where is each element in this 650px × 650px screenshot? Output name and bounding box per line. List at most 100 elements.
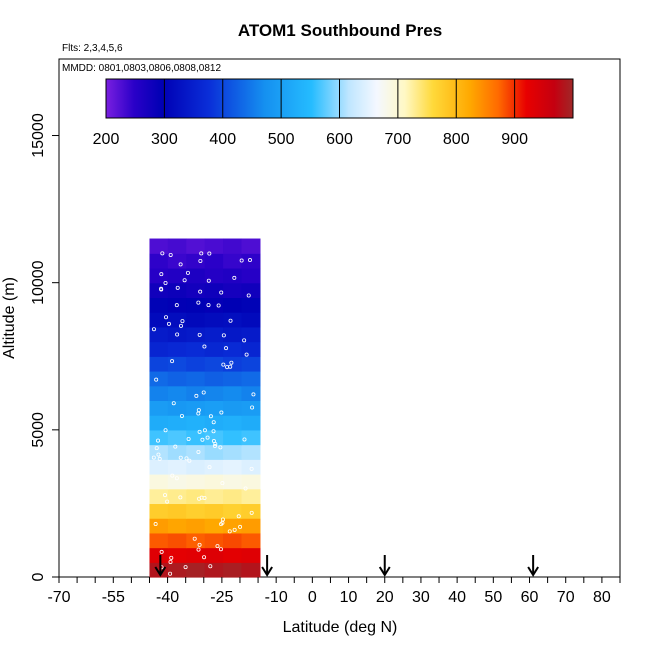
arrow-marker bbox=[261, 555, 273, 577]
y-axis: 0 5000 10000 15000 bbox=[30, 113, 59, 581]
colorbar-tick-label: 500 bbox=[268, 131, 295, 148]
heatmap-cell bbox=[241, 444, 261, 460]
heatmap-cell bbox=[186, 473, 206, 490]
heatmap-cell bbox=[223, 312, 243, 328]
heatmap-cell bbox=[204, 415, 224, 431]
sample-point bbox=[239, 258, 244, 263]
heatmap-cell bbox=[204, 238, 224, 254]
heatmap-cell bbox=[186, 400, 206, 416]
sample-point bbox=[197, 429, 202, 434]
sample-point bbox=[163, 281, 168, 286]
heatmap-cell bbox=[241, 429, 261, 446]
heatmap-cell bbox=[149, 282, 169, 298]
colorbar-tick-label: 200 bbox=[93, 131, 120, 148]
sample-point bbox=[163, 428, 168, 433]
sample-point bbox=[243, 486, 248, 491]
heatmap-cell bbox=[241, 341, 261, 357]
heatmap-cell bbox=[149, 370, 169, 387]
heatmap-cell bbox=[167, 444, 187, 460]
heatmap-cell bbox=[223, 473, 243, 490]
heatmap-cell bbox=[204, 532, 224, 549]
heatmap-cell bbox=[223, 253, 243, 269]
heatmap-cell bbox=[149, 429, 169, 446]
sample-point bbox=[199, 495, 204, 500]
sample-point bbox=[228, 318, 233, 323]
heatmap-cell bbox=[149, 341, 169, 357]
arrow-markers-layer bbox=[154, 555, 539, 577]
sample-point bbox=[192, 536, 197, 541]
x-tick-label: -55 bbox=[102, 589, 125, 606]
sample-point bbox=[199, 251, 204, 256]
heatmap-cell bbox=[167, 562, 187, 578]
sample-point bbox=[174, 476, 179, 481]
sample-point bbox=[221, 362, 226, 367]
heatmap-cell bbox=[241, 326, 261, 343]
heatmap-cell bbox=[186, 444, 206, 460]
heatmap-cell bbox=[167, 297, 187, 313]
sample-point bbox=[211, 420, 216, 425]
plot-frame bbox=[58, 58, 621, 578]
x-tick-label: 10 bbox=[340, 589, 358, 606]
heatmap-cell bbox=[223, 444, 243, 460]
heatmap-layer bbox=[149, 238, 261, 578]
sample-point bbox=[182, 278, 187, 283]
sample-point bbox=[168, 571, 173, 576]
heatmap-cell bbox=[223, 547, 243, 563]
heatmap-cell bbox=[186, 312, 206, 328]
x-tick-label: -70 bbox=[47, 589, 70, 606]
x-tick-label: 60 bbox=[521, 589, 539, 606]
sample-point bbox=[219, 410, 224, 415]
heatmap-cell bbox=[167, 473, 187, 490]
sample-point bbox=[212, 444, 217, 449]
sample-point bbox=[207, 251, 212, 256]
sample-point bbox=[219, 290, 224, 295]
heatmap-cell bbox=[241, 473, 261, 490]
sample-point bbox=[242, 437, 247, 442]
heatmap-cell bbox=[186, 518, 206, 534]
sample-point bbox=[159, 272, 164, 277]
heatmap-cell bbox=[204, 473, 224, 490]
flights-label: Flts: 2,3,4,5,6 bbox=[62, 43, 123, 54]
sample-point bbox=[170, 473, 175, 478]
heatmap-cell bbox=[223, 326, 243, 343]
heatmap-cell bbox=[149, 356, 169, 372]
heatmap-cell bbox=[186, 459, 206, 475]
x-tick-label: 50 bbox=[484, 589, 502, 606]
heatmap-cell bbox=[149, 267, 169, 284]
heatmap-cell bbox=[223, 488, 243, 505]
sample-point bbox=[169, 555, 174, 560]
sample-point bbox=[179, 413, 184, 418]
heatmap-cell bbox=[186, 370, 206, 387]
sample-point bbox=[218, 547, 223, 552]
sample-point bbox=[156, 438, 161, 443]
heatmap-cell bbox=[167, 341, 187, 357]
sample-point bbox=[196, 547, 201, 552]
sample-point bbox=[213, 441, 218, 446]
heatmap-cell bbox=[223, 370, 243, 387]
colorbar-tick-label: 300 bbox=[151, 131, 178, 148]
heatmap-cell bbox=[241, 297, 261, 313]
heatmap-cell bbox=[223, 297, 243, 313]
heatmap-cell bbox=[241, 547, 261, 563]
sample-point bbox=[216, 303, 221, 308]
sample-point bbox=[165, 499, 170, 504]
sample-point bbox=[178, 455, 183, 460]
sample-point bbox=[196, 300, 201, 305]
sample-point bbox=[170, 359, 175, 364]
x-tick-label: -25 bbox=[210, 589, 233, 606]
sample-point bbox=[218, 445, 223, 450]
heatmap-cell bbox=[167, 459, 187, 475]
heatmap-cell bbox=[149, 488, 169, 505]
sample-point bbox=[211, 429, 216, 434]
heatmap-cell bbox=[223, 267, 243, 284]
heatmap-cell bbox=[167, 253, 187, 269]
heatmap-cell bbox=[167, 532, 187, 549]
y-tick-label: 15000 bbox=[30, 113, 47, 158]
heatmap-cell bbox=[204, 341, 224, 357]
sample-point bbox=[184, 456, 189, 461]
arrow-marker bbox=[154, 555, 167, 577]
sample-point bbox=[183, 565, 188, 570]
heatmap-cell bbox=[167, 415, 187, 431]
colorbar-tick-label: 700 bbox=[385, 131, 412, 148]
sample-point bbox=[164, 315, 169, 320]
